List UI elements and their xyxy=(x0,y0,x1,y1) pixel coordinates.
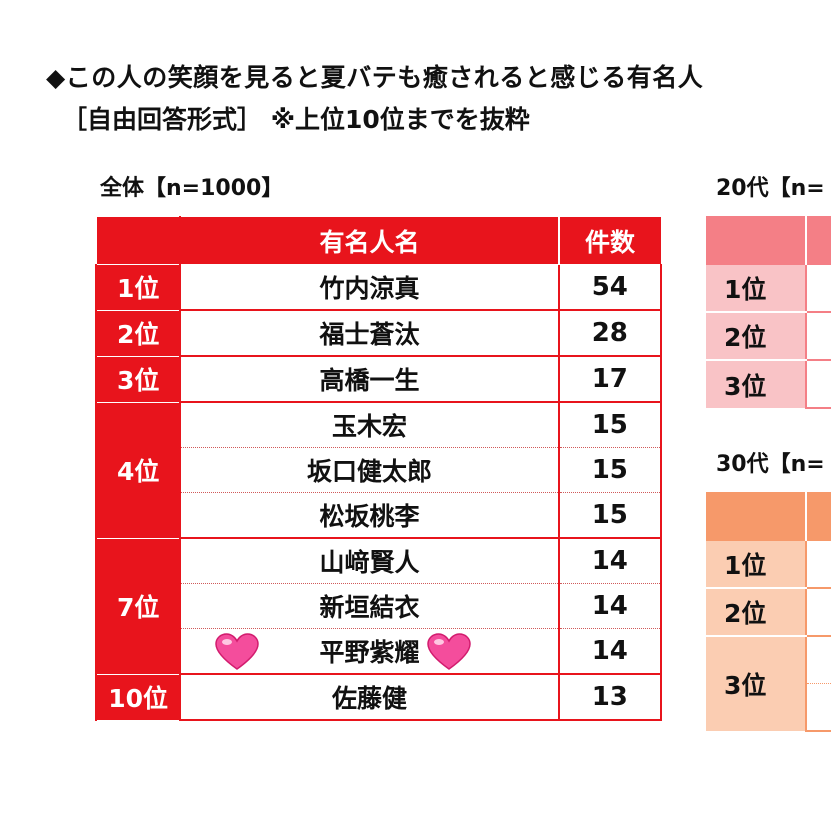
rank-cell: 4位 xyxy=(94,401,181,539)
name-header: 有名人名 xyxy=(179,216,560,265)
heart-icon xyxy=(215,633,260,670)
rank-cell: 2位 xyxy=(706,312,806,361)
name-cell: 竹内涼真 xyxy=(179,264,560,311)
chart-subtitle: ［自由回答形式］ ※上位10位までを抜粋 xyxy=(62,105,530,134)
name-cell: 玉木宏 xyxy=(179,402,560,448)
table-row: 1位 竹内涼真 54 xyxy=(94,264,663,311)
count-header: 件数 xyxy=(558,216,662,265)
rank-cell: 3位 xyxy=(706,636,806,731)
table-row: 3位 xyxy=(706,360,831,409)
table-row: 2位 福士蒼汰 28 xyxy=(94,309,663,357)
rank-cell: 10位 xyxy=(94,673,181,721)
rank-cell: 3位 xyxy=(94,355,181,403)
chart-title: ◆この人の笑顔を見ると夏バテも癒されると感じる有名人 xyxy=(46,63,704,92)
count-cell: 14 xyxy=(558,628,663,675)
table-row: 1位 xyxy=(706,541,831,589)
table-row: 10位 佐藤健 13 xyxy=(94,673,663,721)
name-cell: 高橋一生 xyxy=(179,356,560,403)
table-row: 1位 xyxy=(706,265,831,313)
table-row: 松坂桃李 15 xyxy=(96,492,663,539)
heart-icon xyxy=(427,633,472,670)
table-header-row: 有名人名 件数 xyxy=(95,216,662,265)
rank-cell: 3位 xyxy=(706,360,806,408)
table-row: 2位 xyxy=(706,588,831,637)
table-row: 平野紫耀 14 xyxy=(96,628,663,675)
name-cell: 平野紫耀 xyxy=(319,638,420,667)
count-cell: 15 xyxy=(558,492,663,539)
rank-cell: 2位 xyxy=(706,588,806,637)
ranking-table-20s: 1位 2位 3位 xyxy=(706,216,831,409)
table-row: 新垣結衣 14 xyxy=(96,583,663,629)
ranking-table-overall: 有名人名 件数 1位 竹内涼真 54 2位 福士蒼汰 28 3位 高橋一生 17… xyxy=(94,216,663,721)
name-cell: 佐藤健 xyxy=(179,674,560,721)
rank-cell: 2位 xyxy=(94,309,181,357)
name-cell: 松坂桃李 xyxy=(179,492,560,539)
table-title-20s: 20代【n= xyxy=(716,176,825,201)
rank-header xyxy=(95,216,181,265)
count-cell: 14 xyxy=(558,538,663,584)
rank-cell: 7位 xyxy=(94,537,181,675)
table-header-row xyxy=(706,216,831,265)
name-cell: 山﨑賢人 xyxy=(179,538,560,584)
rank-cell: 1位 xyxy=(706,265,806,313)
count-cell: 28 xyxy=(558,310,663,357)
table-row: 7位 山﨑賢人 14 xyxy=(94,537,663,675)
table-row: 2位 xyxy=(706,312,831,361)
table-header-row xyxy=(706,492,831,541)
ranking-table-30s: 1位 2位 3位 xyxy=(706,492,831,732)
name-cell: 新垣結衣 xyxy=(179,583,560,629)
table-title-overall: 全体【n=1000】 xyxy=(100,176,284,201)
table-title-30s: 30代【n= xyxy=(716,452,825,477)
name-cell: 福士蒼汰 xyxy=(179,310,560,357)
name-cell: 坂口健太郎 xyxy=(179,447,560,493)
count-cell: 15 xyxy=(558,402,663,448)
count-cell: 17 xyxy=(558,356,663,403)
rank-cell: 1位 xyxy=(94,264,181,311)
table-row: 3位 xyxy=(706,636,831,731)
table-row: 坂口健太郎 15 xyxy=(96,447,663,493)
count-cell: 54 xyxy=(558,264,663,311)
name-cell-highlight: 平野紫耀 xyxy=(179,628,560,675)
table-row xyxy=(706,683,831,732)
rank-cell: 1位 xyxy=(706,541,806,589)
count-cell: 13 xyxy=(558,674,663,721)
count-cell: 15 xyxy=(558,447,663,493)
table-row: 3位 高橋一生 17 xyxy=(94,355,663,403)
table-row: 4位 玉木宏 15 xyxy=(94,401,663,539)
count-cell: 14 xyxy=(558,583,663,629)
